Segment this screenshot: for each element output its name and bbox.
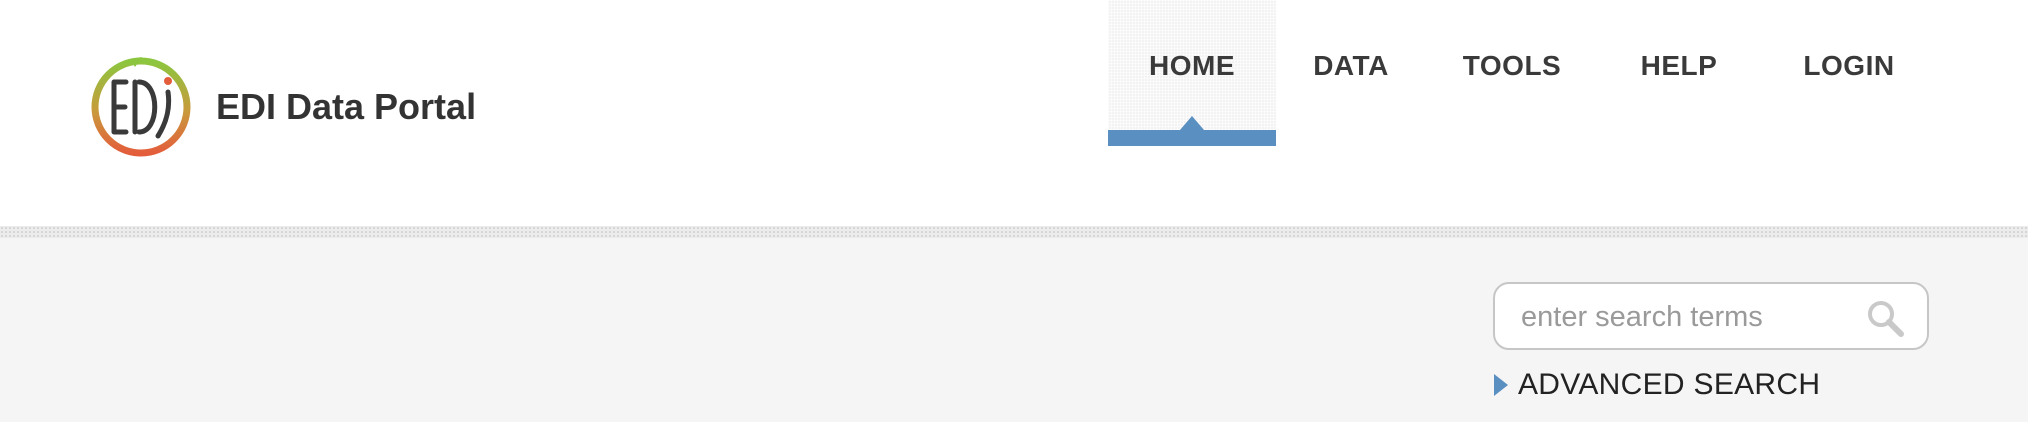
- edi-logo-icon: [91, 57, 191, 157]
- nav-login-label: LOGIN: [1803, 50, 1895, 81]
- nav-tools[interactable]: TOOLS: [1426, 0, 1598, 146]
- search-box: [1493, 282, 1929, 350]
- nav-data[interactable]: DATA: [1276, 0, 1426, 146]
- magnifier-icon[interactable]: [1865, 298, 1905, 338]
- nav-help[interactable]: HELP: [1598, 0, 1760, 146]
- nav-home[interactable]: HOME: [1108, 0, 1276, 146]
- site-header: EDI Data Portal HOME DATA TOOLS HELP LOG…: [88, 0, 1938, 162]
- nav-login[interactable]: LOGIN: [1760, 0, 1938, 146]
- nav-help-label: HELP: [1640, 50, 1718, 81]
- brand-link[interactable]: EDI Data Portal: [88, 52, 476, 162]
- main-content: ADVANCED SEARCH: [0, 238, 2028, 422]
- nav-data-label: DATA: [1313, 50, 1389, 81]
- main-nav: HOME DATA TOOLS HELP LOGIN: [1108, 0, 1938, 146]
- advanced-search-link[interactable]: ADVANCED SEARCH: [1494, 368, 1820, 402]
- active-indicator-arrow: [1180, 116, 1204, 130]
- nav-tools-label: TOOLS: [1462, 50, 1562, 81]
- caret-right-icon: [1494, 374, 1508, 396]
- search-input[interactable]: [1521, 292, 1841, 342]
- nav-home-label: HOME: [1149, 50, 1235, 81]
- advanced-search-label: ADVANCED SEARCH: [1518, 368, 1821, 401]
- brand-name: EDI Data Portal: [216, 86, 477, 127]
- header-divider: [0, 226, 2028, 238]
- active-indicator-bar: [1108, 130, 1276, 146]
